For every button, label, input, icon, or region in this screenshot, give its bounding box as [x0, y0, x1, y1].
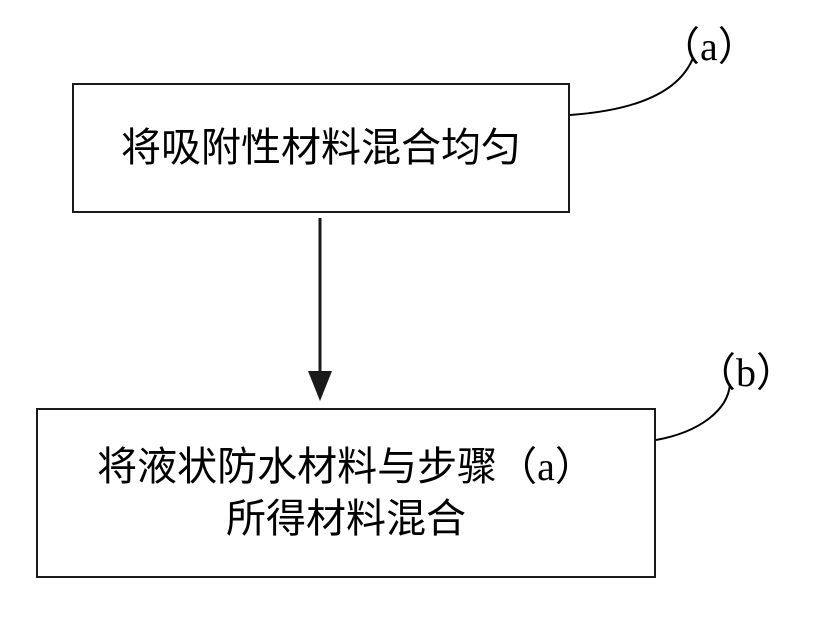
flowchart-node-step-a: 将吸附性材料混合均匀: [72, 83, 570, 213]
node-text-step-b: 将液状防水材料与步骤（a） 所得材料混合: [97, 441, 595, 545]
node-label-b: （b）: [696, 340, 796, 398]
node-label-a: （a）: [660, 14, 758, 72]
flowchart-node-step-b: 将液状防水材料与步骤（a） 所得材料混合: [36, 408, 656, 578]
node-text-step-a: 将吸附性材料混合均匀: [121, 122, 521, 174]
